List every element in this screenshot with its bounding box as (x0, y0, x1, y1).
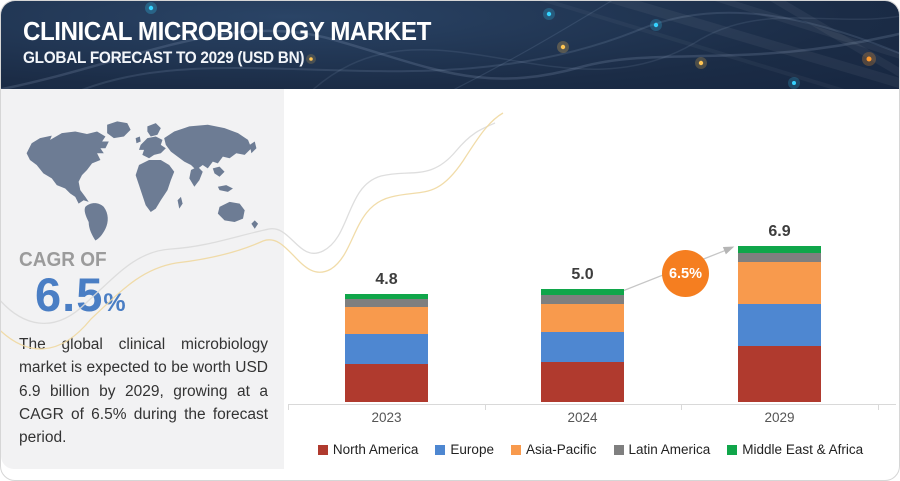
x-axis-label-2029: 2029 (764, 410, 795, 425)
segment-europe (737, 303, 821, 346)
x-axis-tick (878, 404, 879, 410)
bar-2029 (737, 246, 821, 402)
legend-swatch-europe (435, 444, 446, 455)
legend-label-latin-america: Latin America (628, 442, 711, 457)
legend-swatch-latin-america (613, 444, 624, 455)
page-subtitle: GLOBAL FORECAST TO 2029 (USD BN) (23, 48, 305, 67)
page-title: CLINICAL MICROBIOLOGY MARKET (23, 16, 431, 46)
header-banner: CLINICAL MICROBIOLOGY MARKET GLOBAL FORE… (1, 1, 899, 89)
segment-north-america (344, 363, 428, 402)
legend-label-north-america: North America (332, 442, 419, 457)
legend-item-north-america: North America (317, 442, 419, 457)
segment-middle-east-africa (344, 293, 428, 299)
segment-asia-pacific (540, 303, 624, 332)
x-axis-label-2024: 2024 (567, 410, 598, 425)
legend-item-europe: Europe (435, 442, 494, 457)
legend-swatch-north-america (317, 444, 328, 455)
legend-swatch-asia-pacific (510, 444, 521, 455)
segment-asia-pacific (737, 261, 821, 304)
cagr-annotation-text: 6.5% (668, 265, 703, 282)
segment-latin-america (344, 298, 428, 308)
x-axis-label-2023: 2023 (371, 410, 402, 425)
total-label-2029: 6.9 (768, 223, 791, 241)
legend-item-latin-america: Latin America (613, 442, 711, 457)
segment-north-america (737, 345, 821, 402)
legend-label-middle-east-africa: Middle East & Africa (742, 442, 864, 457)
segment-europe (540, 331, 624, 363)
x-axis-tick (288, 404, 289, 410)
segment-latin-america (540, 295, 624, 304)
legend-item-asia-pacific: Asia-Pacific (510, 442, 597, 457)
total-label-2024: 5.0 (571, 266, 594, 283)
legend-swatch-middle-east-africa (727, 444, 738, 455)
segment-middle-east-africa (540, 288, 624, 296)
cagr-annotation-bubble: 6.5% (662, 250, 709, 297)
bar-2023 (344, 293, 428, 402)
header-network-decoration (1, 1, 899, 89)
bar-2024 (540, 288, 624, 402)
segment-europe (344, 334, 428, 364)
x-axis-tick (485, 404, 486, 410)
legend-item-middle-east-africa: Middle East & Africa (727, 442, 863, 457)
legend-label-asia-pacific: Asia-Pacific (525, 442, 597, 457)
glow-dots (145, 2, 876, 89)
segment-north-america (540, 362, 624, 402)
legend-label-europe: Europe (450, 442, 494, 457)
x-axis-line (288, 404, 896, 405)
total-label-2023: 4.8 (375, 270, 398, 288)
chart-legend: North America Europe Asia-Pacific Latin Ame… (288, 442, 893, 457)
segment-middle-east-africa (737, 246, 821, 253)
segment-latin-america (737, 252, 821, 262)
segment-asia-pacific (344, 307, 428, 335)
x-axis-tick (681, 404, 682, 410)
